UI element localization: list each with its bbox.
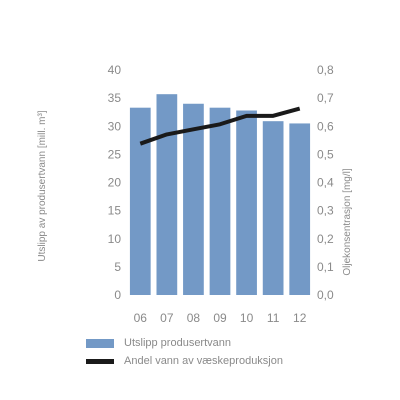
y-tick-label: 0: [114, 288, 121, 302]
y2-tick-label: 0,0: [317, 288, 334, 302]
bar: [262, 121, 284, 295]
y-tick-label: 5: [114, 260, 121, 274]
y2-tick-label: 0,6: [317, 119, 334, 133]
bar-series: [129, 94, 311, 295]
legend-swatch-line: [86, 358, 114, 364]
legend-item-bar: Utslipp produsertvann: [86, 334, 283, 352]
bar: [129, 107, 151, 295]
y-tick-label: 10: [108, 232, 122, 246]
bar: [289, 123, 311, 295]
y2-tick-label: 0,1: [317, 260, 334, 274]
bar: [156, 94, 178, 295]
y2-tick-label: 0,3: [317, 204, 334, 218]
y-axis-right: 0,0 0,1 0,2 0,3 0,4 0,5 0,6 0,7 0,8: [317, 63, 334, 302]
series-line: [139, 106, 301, 146]
legend-swatch-bar: [86, 338, 114, 348]
y2-tick-label: 0,7: [317, 91, 334, 105]
bar: [209, 107, 231, 295]
y2-tick-label: 0,5: [317, 147, 334, 161]
line-series: [139, 106, 301, 146]
y-tick-label: 30: [108, 119, 122, 133]
y-tick-label: 35: [108, 91, 122, 105]
x-tick-label: 10: [240, 311, 254, 325]
y-tick-label: 40: [108, 63, 122, 77]
y-tick-label: 20: [108, 176, 122, 190]
x-tick-label: 11: [267, 311, 280, 325]
legend-label-bar: Utslipp produsertvann: [124, 337, 232, 349]
x-tick-label: 06: [134, 311, 148, 325]
bar: [183, 103, 204, 295]
y2-tick-label: 0,8: [317, 63, 334, 77]
x-tick-label: 12: [293, 311, 307, 325]
x-tick-label: 08: [187, 311, 201, 325]
y-axis-title: Utslipp av produsertvann [mill. m³]: [37, 110, 48, 261]
x-tick-label: 09: [213, 311, 227, 325]
y2-tick-label: 0,2: [317, 232, 334, 246]
legend-label-line: Andel vann av væskeproduksjon: [124, 355, 283, 367]
x-axis: 06 07 08 09 10 11 12: [134, 311, 307, 325]
y-axis-left: 0 5 10 15 20 25 30 35 40: [108, 63, 122, 302]
x-tick-label: 07: [160, 311, 174, 325]
legend-item-line: Andel vann av væskeproduksjon: [86, 352, 283, 370]
y-tick-label: 25: [108, 147, 122, 161]
bar: [236, 110, 257, 295]
y-tick-label: 15: [108, 204, 122, 218]
y2-axis-title: Oljekonsentrasjon [mg/l]: [342, 168, 353, 275]
y2-tick-label: 0,4: [317, 176, 334, 190]
legend: Utslipp produsertvann Andel vann av væsk…: [86, 334, 283, 370]
